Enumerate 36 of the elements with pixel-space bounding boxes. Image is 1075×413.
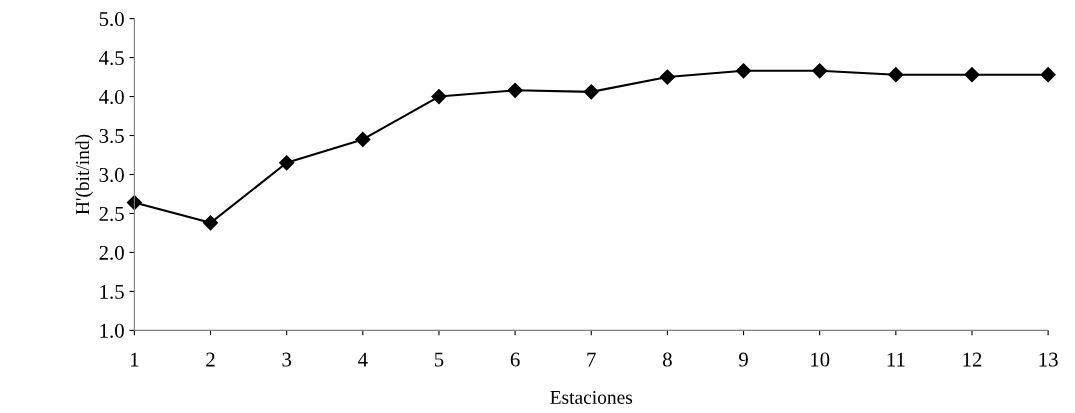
x-tick-label: 2 <box>206 352 215 367</box>
y-tick-label: 2.0 <box>99 245 124 260</box>
x-tick-label: 9 <box>739 352 748 367</box>
point <box>431 88 447 105</box>
y-tick-label: 3.0 <box>99 167 124 183</box>
x-tick-label: 6 <box>510 352 520 367</box>
x-tick-label: 13 <box>1039 352 1058 367</box>
point <box>202 215 219 231</box>
x-tick-label: 7 <box>587 352 596 367</box>
point <box>812 63 828 79</box>
y-tick-label: 3.5 <box>99 128 124 144</box>
x-tick-label: 11 <box>887 352 905 367</box>
x-tick-label: 8 <box>662 352 672 367</box>
y-tick-label: 5.0 <box>99 11 124 27</box>
x-tick-label: 5 <box>434 352 444 367</box>
x-tick-label: 1 <box>131 352 139 367</box>
y-tick-label: 4.0 <box>99 89 124 105</box>
x-axis-title: Estaciones <box>550 390 633 404</box>
point <box>1040 67 1056 83</box>
point <box>507 82 523 98</box>
point <box>659 69 675 85</box>
x-tick-label: 10 <box>811 352 830 367</box>
point <box>355 131 371 147</box>
point <box>279 155 295 171</box>
y-axis-title: H'(bit/ind) <box>75 134 94 215</box>
point <box>583 84 599 100</box>
point <box>964 67 980 83</box>
x-tick-label: 12 <box>963 352 982 367</box>
x-tick-label: 4 <box>358 352 368 367</box>
x-tick-label: 3 <box>282 352 292 367</box>
y-tick-label: 1.0 <box>100 323 124 338</box>
point <box>888 67 904 83</box>
point <box>735 63 752 79</box>
y-tick-label: 4.5 <box>99 51 124 66</box>
y-tick-label: 1.5 <box>100 284 124 299</box>
y-tick-label: 2.5 <box>99 206 124 221</box>
